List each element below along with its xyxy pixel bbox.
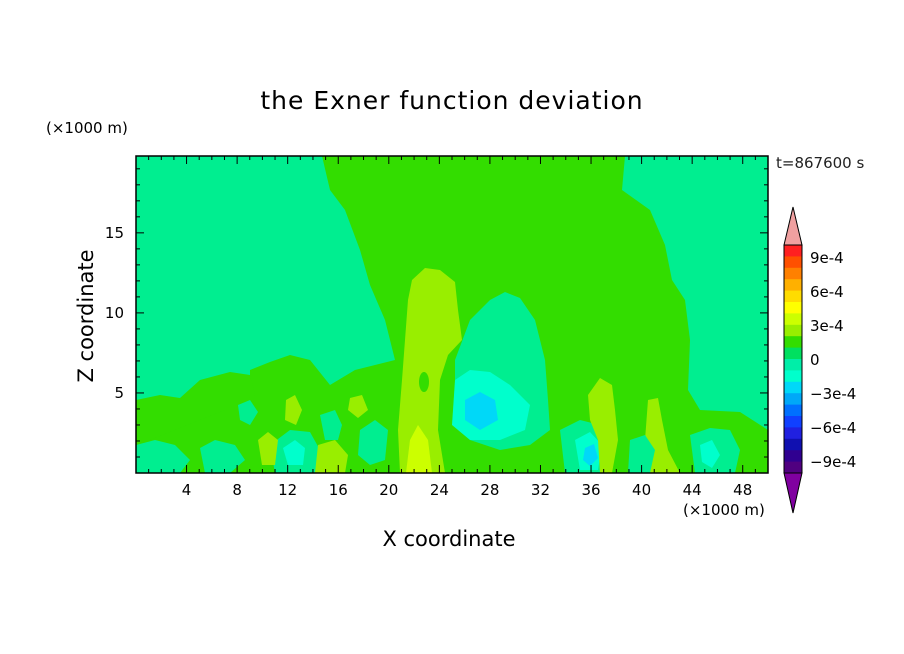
negative-pocket-left-3 xyxy=(358,420,388,465)
colorbar-swatch xyxy=(784,370,802,383)
x-axis-label: X coordinate xyxy=(382,527,516,551)
y-tick-label: 10 xyxy=(105,304,124,322)
time-label: t=867600 s xyxy=(776,154,865,172)
y-axis-unit: (×1000 m) xyxy=(46,119,128,137)
colorbar-swatch xyxy=(784,359,802,371)
x-tick-label: 48 xyxy=(733,481,752,499)
positive-blob-left-4 xyxy=(258,432,278,465)
x-tick-label: 8 xyxy=(232,481,242,499)
negative-core-center xyxy=(465,392,498,430)
colorbar-swatch xyxy=(784,290,802,303)
colorbar-swatch xyxy=(784,256,802,269)
x-tick-label: 40 xyxy=(632,481,651,499)
x-axis: 4 8 12 16 20 24 28 32 36 40 44 48 xyxy=(148,156,756,499)
positive-blob-left-3 xyxy=(315,440,348,473)
x-axis-unit: (×1000 m) xyxy=(683,501,765,519)
negative-pocket-left xyxy=(136,440,190,473)
chart-title: the Exner function deviation xyxy=(260,86,644,115)
negative-core-center-left xyxy=(283,440,305,465)
x-tick-label: 20 xyxy=(379,481,398,499)
y-tick-label: 15 xyxy=(105,224,124,242)
colorbar-label: 6e-4 xyxy=(810,283,844,301)
x-tick-label: 32 xyxy=(531,481,550,499)
colorbar-swatch xyxy=(784,416,802,428)
negative-pocket-left-2 xyxy=(320,410,342,440)
colorbar-swatch xyxy=(784,324,802,337)
colorbar-label: −9e-4 xyxy=(810,453,856,471)
positive-blob-left-2 xyxy=(348,395,368,418)
y-axis: 5 10 15 xyxy=(105,168,768,458)
colorbar-label: 9e-4 xyxy=(810,249,844,267)
negative-pocket-left-4 xyxy=(238,400,258,425)
positive-blob-plume xyxy=(419,372,429,392)
colorbar-label: −6e-4 xyxy=(810,419,856,437)
colorbar-extend-top xyxy=(783,206,803,246)
x-tick-label: 36 xyxy=(581,481,600,499)
colorbar-swatch xyxy=(784,336,802,349)
negative-pocket-right-2 xyxy=(628,435,655,473)
colorbar-label: 3e-4 xyxy=(810,317,844,335)
colorbar-extend-bottom xyxy=(783,472,803,514)
colorbar-swatch xyxy=(784,245,802,257)
negative-pocket-mid-left xyxy=(200,440,245,473)
colorbar-swatch xyxy=(784,450,802,463)
colorbar-swatch xyxy=(784,279,802,292)
colorbar-label: 0 xyxy=(810,351,820,369)
y-tick-label: 5 xyxy=(114,384,124,402)
colorbar-swatch xyxy=(784,438,802,451)
x-tick-label: 16 xyxy=(329,481,348,499)
negative-pocket-left-edge xyxy=(136,368,148,395)
x-tick-label: 4 xyxy=(182,481,192,499)
colorbar-swatch xyxy=(784,461,802,474)
negative-pocket-right-edge xyxy=(750,350,768,398)
contour-field xyxy=(136,156,768,473)
negative-core-right-2 xyxy=(583,444,598,466)
colorbar-swatch xyxy=(784,313,802,326)
x-tick-label: 44 xyxy=(683,481,702,499)
positive-plume-core xyxy=(406,425,432,473)
colorbar-label: −3e-4 xyxy=(810,385,856,403)
colorbar-swatch xyxy=(784,267,802,280)
positive-plume xyxy=(398,268,462,473)
zero-band-left-lobe xyxy=(136,372,255,445)
colorbar: 9e-4 6e-4 3e-4 0 −3e-4 −6e-4 −9e-4 xyxy=(783,206,856,514)
colorbar-swatch xyxy=(784,393,802,406)
x-tick-label: 12 xyxy=(278,481,297,499)
x-tick-label: 24 xyxy=(430,481,449,499)
x-tick-label: 28 xyxy=(480,481,499,499)
positive-blob-right-1 xyxy=(588,378,618,473)
colorbar-swatch xyxy=(784,347,802,360)
colorbar-swatch xyxy=(784,381,802,394)
positive-blob-left-1 xyxy=(285,395,302,425)
colorbar-swatch xyxy=(784,427,802,440)
negative-core-right-3 xyxy=(700,440,720,468)
colorbar-swatch xyxy=(784,404,802,417)
colorbar-swatch xyxy=(784,302,802,314)
